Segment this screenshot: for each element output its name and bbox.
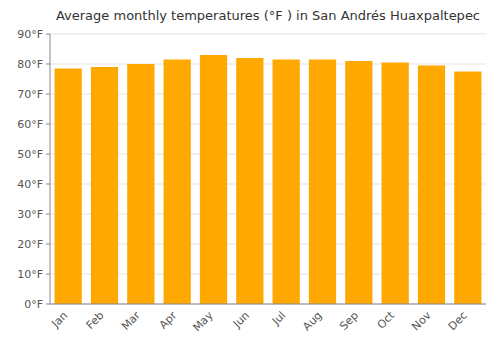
x-tick-label: Sep	[337, 309, 361, 333]
y-tick	[46, 274, 50, 275]
x-tick-label: Jan	[48, 309, 70, 331]
x-tick-label: Dec	[446, 309, 470, 333]
bar	[164, 60, 191, 305]
y-tick-label: 80°F	[17, 58, 43, 71]
y-tick-label: 50°F	[17, 148, 43, 161]
bar	[454, 72, 481, 305]
x-tick-label: Jun	[230, 309, 252, 331]
bars	[55, 55, 482, 304]
y-tick	[46, 214, 50, 215]
bar	[55, 69, 82, 305]
x-tick-label: Jul	[269, 309, 288, 328]
y-tick	[46, 244, 50, 245]
title: Average monthly temperatures (°F ) in Sa…	[56, 8, 480, 23]
bar	[418, 66, 445, 305]
y-tick	[46, 64, 50, 65]
grid-line	[50, 64, 486, 65]
y-tick-label: 40°F	[17, 178, 43, 191]
bar	[200, 55, 227, 304]
y-tick	[46, 34, 50, 35]
y-tick-label: 30°F	[17, 208, 43, 221]
y-tick	[46, 154, 50, 155]
y-tick-label: 90°F	[17, 28, 43, 41]
x-tick-label: Aug	[300, 309, 324, 333]
bar	[236, 58, 263, 304]
y-tick	[46, 94, 50, 95]
y-tick-label: 60°F	[17, 118, 43, 131]
y-tick	[46, 304, 50, 305]
x-tick-label: Nov	[409, 309, 434, 334]
bar	[127, 64, 154, 304]
chart-container: Average monthly temperatures (°F ) in Sa…	[0, 0, 500, 350]
y-tick-label: 70°F	[17, 88, 43, 101]
x-tick-label: Mar	[119, 309, 143, 333]
y-axis-line	[50, 34, 51, 304]
bar	[382, 63, 409, 305]
x-tick-label: Feb	[84, 309, 107, 332]
x-axis-line	[50, 304, 486, 305]
grid-line	[50, 34, 486, 35]
bar	[345, 61, 372, 304]
x-tick-label: Apr	[157, 309, 180, 332]
grid-line	[50, 304, 486, 305]
y-tick-label: 10°F	[17, 268, 43, 281]
x-axis: Jan Feb Mar Apr May Jun Jul Aug Sep Oct Nov Dec	[48, 308, 470, 334]
y-tick-label: 20°F	[17, 238, 43, 251]
y-tick-label: 0°F	[24, 298, 43, 311]
bar	[309, 60, 336, 305]
bar	[91, 67, 118, 304]
y-tick	[46, 124, 50, 125]
x-tick-label: Oct	[375, 308, 398, 331]
y-tick	[46, 184, 50, 185]
x-tick-label: May	[190, 309, 216, 335]
y-axis: 0°F 10°F 20°F 30°F 40°F 50°F 60°F 70°F 80°F 90°F	[17, 28, 486, 311]
bar	[273, 60, 300, 305]
chart: Average monthly temperatures (°F ) in Sa…	[0, 0, 500, 350]
